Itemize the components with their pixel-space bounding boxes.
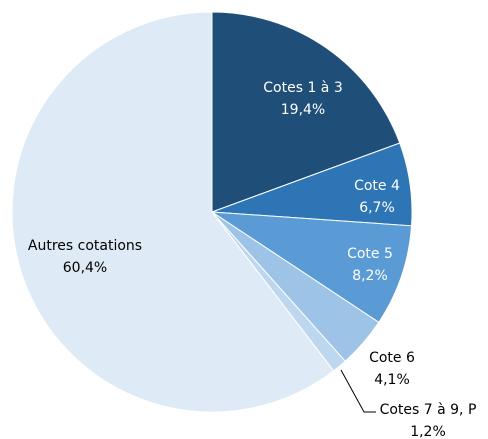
slice-value-label: 1,2% bbox=[410, 424, 446, 439]
slice-label: Cote 5 bbox=[347, 246, 393, 262]
slice-value-label: 8,2% bbox=[352, 268, 388, 284]
pie-slice bbox=[210, 211, 413, 324]
slice-value-label: 4,1% bbox=[374, 372, 410, 388]
slice-value-label: 60,4% bbox=[63, 260, 107, 276]
slice-value-label: 6,7% bbox=[359, 200, 395, 216]
slice-label: Autres cotations bbox=[28, 238, 142, 254]
pie-slice bbox=[211, 11, 401, 213]
slices bbox=[11, 11, 413, 413]
slice-label: Cote 4 bbox=[354, 178, 400, 194]
slice-value-label: 19,4% bbox=[281, 102, 325, 118]
leader-line bbox=[340, 369, 376, 413]
slice-label: Cotes 1 à 3 bbox=[263, 80, 342, 96]
slice-label: Cote 6 bbox=[369, 350, 415, 366]
pie-slice bbox=[11, 11, 335, 413]
slice-label: Cotes 7 à 9, P bbox=[380, 402, 477, 418]
